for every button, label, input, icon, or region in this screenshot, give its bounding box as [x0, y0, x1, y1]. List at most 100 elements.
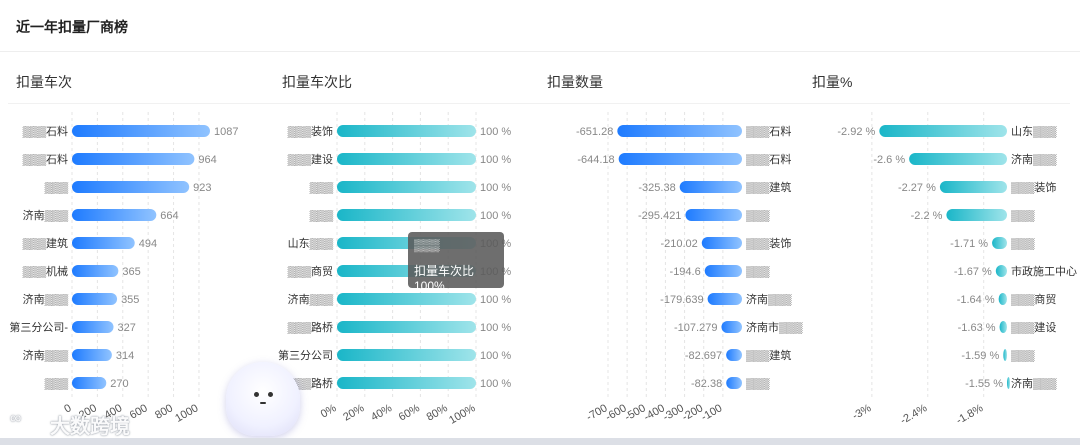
- bar: [685, 209, 742, 221]
- category-label: 济南▒▒▒: [23, 348, 69, 362]
- value-label: 1087: [214, 126, 238, 138]
- category-label: 第三分公司: [278, 348, 333, 362]
- tick-label: -3%: [850, 402, 873, 422]
- bar: [726, 377, 742, 389]
- value-label: -1.55 %: [965, 378, 1003, 390]
- category-label: ▒▒▒: [45, 181, 69, 194]
- category-label: 济南▒▒▒: [1011, 152, 1057, 166]
- value-label: -1.71 %: [950, 238, 988, 250]
- bar: [72, 209, 157, 221]
- bar: [337, 377, 476, 389]
- category-label: ▒▒▒装饰: [288, 124, 333, 138]
- category-label: ▒▒▒装饰: [1011, 180, 1056, 194]
- watermark-text: 大数跨境: [50, 416, 130, 438]
- category-label: ▒▒▒建设: [1011, 320, 1056, 334]
- bar: [679, 181, 742, 193]
- assistant-mascot-icon[interactable]: [226, 362, 300, 436]
- value-label: 100 %: [480, 126, 511, 138]
- header-divider: [8, 103, 1070, 104]
- bar: [999, 321, 1007, 333]
- bar: [337, 181, 476, 193]
- tick-label: 80%: [425, 402, 450, 424]
- category-label: ▒▒▒石料: [23, 152, 68, 166]
- category-label: ▒▒▒建设: [288, 152, 333, 166]
- category-label: ▒▒▒: [310, 181, 334, 194]
- bar: [337, 321, 476, 333]
- value-label: 327: [118, 322, 136, 334]
- panel-title-deduct-quantity: 扣量数量: [547, 74, 603, 90]
- category-label: 山东▒▒▒: [1011, 125, 1057, 138]
- value-label: -210.02: [660, 238, 697, 250]
- bar: [72, 237, 135, 249]
- category-label: ▒▒▒商贸: [1011, 292, 1056, 306]
- value-label: 365: [122, 266, 140, 278]
- chart-tooltip: ▒▒▒ 扣量车次比 100%: [408, 232, 504, 293]
- value-label: -1.67 %: [954, 266, 992, 278]
- bar: [618, 153, 742, 165]
- bar: [998, 293, 1007, 305]
- card-header: 近一年扣量厂商榜: [0, 0, 1080, 52]
- category-label: ▒▒▒建筑: [746, 180, 791, 194]
- category-label: ▒▒▒: [1011, 349, 1035, 362]
- value-label: 355: [121, 294, 139, 306]
- bar: [879, 125, 1007, 137]
- category-label: ▒▒▒路桥: [288, 321, 333, 334]
- bar: [617, 125, 742, 137]
- value-label: -651.28: [576, 126, 613, 138]
- category-label: ▒▒▒: [1011, 237, 1035, 250]
- value-label: -194.6: [670, 266, 701, 278]
- bar: [337, 153, 476, 165]
- chart-panel-3: -3% -2.4% -1.8% 山东▒▒▒ -2.92 % 济南▒▒▒ -2.6 % ▒▒▒装…: [837, 112, 1077, 427]
- tooltip-company-name: ▒▒▒: [414, 238, 440, 252]
- category-label: 济南▒▒▒: [1011, 376, 1057, 390]
- bar: [337, 209, 476, 221]
- value-label: -82.697: [685, 350, 722, 362]
- bar: [72, 349, 112, 361]
- category-label: 济南市▒▒▒: [746, 320, 803, 334]
- value-label: -2.27 %: [898, 182, 936, 194]
- value-label: -107.279: [674, 322, 717, 334]
- mascot-eye-icon: [268, 392, 273, 397]
- value-label: 100 %: [480, 210, 511, 222]
- value-label: 100 %: [480, 154, 511, 166]
- value-label: 314: [116, 350, 134, 362]
- panel-title-deduct-trips: 扣量车次: [16, 74, 72, 90]
- tick-label: 1000: [173, 402, 200, 425]
- category-label: ▒▒▒: [1011, 209, 1035, 222]
- category-label: 山东▒▒▒: [288, 237, 334, 250]
- value-label: -2.92 %: [837, 126, 875, 138]
- bar: [72, 125, 210, 137]
- bar: [701, 237, 742, 249]
- category-label: 济南▒▒▒: [23, 208, 69, 222]
- tick-label: -1.8%: [954, 402, 985, 427]
- category-label: ▒▒▒机械: [23, 264, 68, 278]
- category-label: ▒▒▒装饰: [746, 236, 791, 250]
- tick-label: 100%: [447, 402, 478, 427]
- bar: [946, 209, 1007, 221]
- tick-label: 0%: [319, 402, 339, 420]
- bar: [707, 293, 742, 305]
- value-label: 494: [139, 238, 157, 250]
- value-label: -1.64 %: [957, 294, 995, 306]
- mascot-mouth-icon: [260, 402, 266, 404]
- value-label: 100 %: [480, 294, 511, 306]
- value-label: -82.38: [691, 378, 722, 390]
- panel-title-deduct-percent: 扣量%: [812, 74, 853, 90]
- category-label: ▒▒▒石料: [23, 124, 68, 138]
- bar: [726, 349, 742, 361]
- bar: [704, 265, 742, 277]
- category-label: ▒▒▒石料: [746, 152, 791, 166]
- panel-title-deduct-trip-ratio: 扣量车次比: [282, 74, 352, 90]
- bar: [1003, 349, 1007, 361]
- bar: [992, 237, 1007, 249]
- tick-label: 800: [153, 402, 175, 422]
- category-label: ▒▒▒建筑: [746, 348, 791, 362]
- tick-label: 40%: [369, 402, 394, 424]
- category-label: 济南▒▒▒: [23, 292, 69, 306]
- value-label: 100 %: [480, 182, 511, 194]
- watermark-logo-icon: ∞: [10, 410, 22, 427]
- value-label: 100 %: [480, 378, 511, 390]
- category-label: ▒▒▒: [746, 265, 770, 278]
